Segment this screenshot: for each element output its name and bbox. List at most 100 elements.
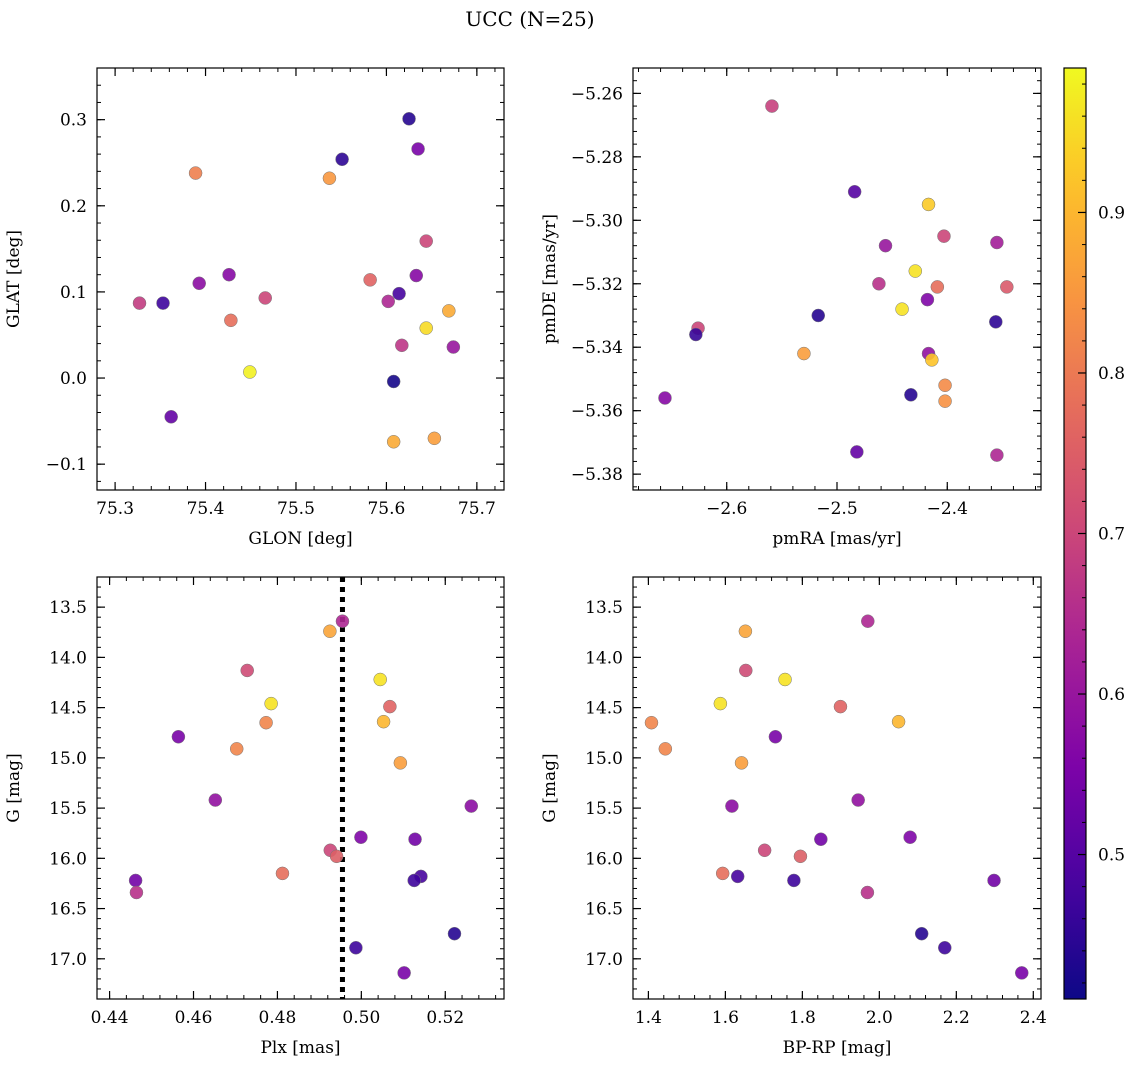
data-point <box>925 353 939 367</box>
data-point <box>258 291 272 305</box>
data-point <box>349 941 363 955</box>
data-point <box>129 885 144 900</box>
x-axis-label: GLON [deg] <box>248 529 352 549</box>
data-point <box>734 756 749 770</box>
data-point <box>895 302 909 316</box>
data-point <box>373 672 387 687</box>
panel-glon-glat: 75.3 75.4 75.5 75.6 75.7 −0.1 0.0 0.1 0.2 0.3 GLON… <box>4 67 505 549</box>
data-point <box>921 197 936 212</box>
data-point <box>240 663 254 678</box>
data-point <box>908 264 923 278</box>
data-point <box>644 715 659 730</box>
data-point <box>464 799 479 813</box>
x-tick-label: 0.44 <box>91 1008 129 1028</box>
data-point <box>850 445 864 459</box>
data-point <box>725 799 739 813</box>
y-tick-label: 16.0 <box>585 849 623 869</box>
data-point <box>446 340 461 354</box>
data-point <box>872 277 886 291</box>
data-point <box>409 268 424 283</box>
data-point <box>363 273 377 287</box>
x-tick-label: 0.50 <box>342 1008 380 1028</box>
data-point <box>738 624 753 639</box>
data-point <box>987 873 1001 888</box>
data-point <box>765 99 779 113</box>
data-point <box>354 830 368 844</box>
data-point <box>128 873 143 888</box>
y-axis-label: GLAT [deg] <box>4 230 24 328</box>
data-point <box>658 391 672 405</box>
data-point <box>937 229 951 243</box>
plot-frame <box>632 576 1042 1000</box>
data-point <box>335 614 350 628</box>
y-tick-label: 0.0 <box>60 369 87 389</box>
data-point <box>658 742 673 756</box>
data-point <box>397 966 411 980</box>
colorbar-tick-label: 0.9 <box>1098 203 1125 223</box>
y-tick-label: −5.26 <box>571 84 623 104</box>
data-point <box>989 315 1003 329</box>
data-point <box>171 730 186 744</box>
data-point <box>323 624 337 639</box>
data-point <box>938 394 952 408</box>
data-point <box>778 672 792 687</box>
data-point <box>376 714 391 729</box>
data-point <box>891 714 906 729</box>
data-point <box>164 410 178 424</box>
data-point <box>990 235 1004 250</box>
data-point <box>904 388 918 402</box>
data-point <box>442 304 456 318</box>
data-point <box>713 696 728 711</box>
data-point <box>335 152 349 167</box>
data-point <box>861 614 875 628</box>
x-tick-label: 1.4 <box>635 1008 662 1028</box>
colorbar-tick-label: 0.8 <box>1098 364 1125 384</box>
y-tick-label: 15.5 <box>49 799 87 819</box>
y-tick-label: 14.5 <box>585 699 623 719</box>
data-point <box>393 756 408 770</box>
figure-title: UCC (N=25) <box>465 7 594 31</box>
x-tick-label: 2.2 <box>943 1008 970 1028</box>
data-point <box>1015 966 1029 980</box>
y-tick-label: 15.0 <box>49 749 87 769</box>
data-point <box>192 276 206 291</box>
y-tick-label: −5.30 <box>571 211 623 231</box>
data-point <box>275 866 290 881</box>
data-point <box>259 715 273 730</box>
data-point <box>793 849 808 864</box>
y-tick-label: 16.5 <box>585 900 623 920</box>
data-point <box>797 346 811 361</box>
colorbar-tick-label: 0.6 <box>1098 685 1125 705</box>
plot-frame <box>96 576 505 1000</box>
data-point <box>392 286 406 301</box>
colorbar-tick-label: 0.7 <box>1098 525 1125 545</box>
data-point <box>156 296 170 310</box>
data-point <box>811 308 826 323</box>
x-tick-label: −2.4 <box>927 499 968 519</box>
data-point <box>903 830 917 844</box>
x-tick-label: 1.8 <box>789 1008 816 1028</box>
x-tick-label: 1.6 <box>712 1008 739 1028</box>
data-point <box>938 941 952 955</box>
data-point <box>208 793 223 807</box>
data-point <box>407 873 421 888</box>
data-point <box>990 448 1004 462</box>
x-tick-label: −2.5 <box>816 499 857 519</box>
y-tick-label: −5.32 <box>571 275 623 295</box>
data-point <box>402 112 416 126</box>
data-point <box>322 171 337 185</box>
y-tick-label: 13.5 <box>49 598 87 618</box>
y-tick-label: 17.0 <box>585 950 623 970</box>
y-tick-label: 0.1 <box>60 283 87 303</box>
y-tick-label: 13.5 <box>585 598 623 618</box>
colorbar: 0.5 0.6 0.7 0.8 0.9 <box>1063 67 1125 1000</box>
data-point <box>930 280 945 294</box>
x-tick-label: 2.4 <box>1020 1008 1047 1028</box>
y-tick-label: 14.5 <box>49 699 87 719</box>
data-point <box>757 843 772 858</box>
data-point <box>1000 280 1014 294</box>
data-point <box>689 327 703 342</box>
y-axis-label: G [mag] <box>540 753 560 822</box>
data-point <box>938 378 952 393</box>
data-point <box>383 699 397 714</box>
